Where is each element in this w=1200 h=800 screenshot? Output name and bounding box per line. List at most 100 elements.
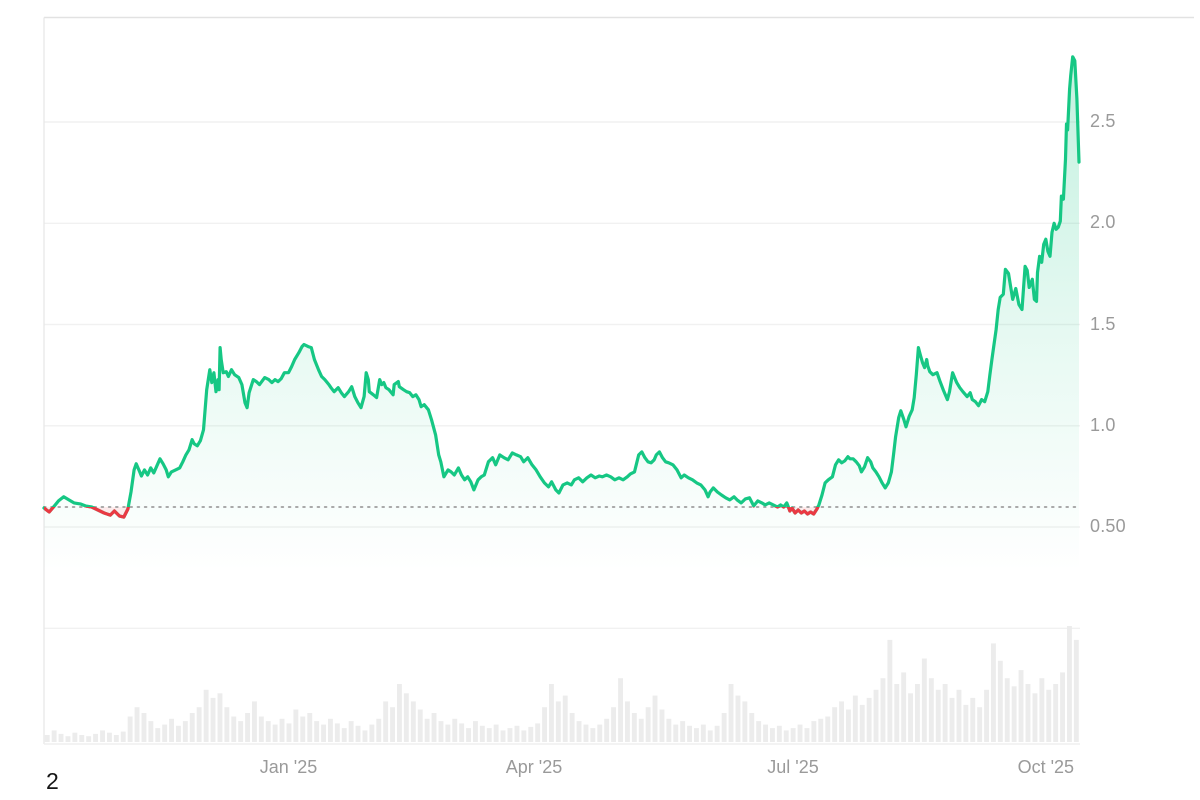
volume-bar: [134, 707, 140, 742]
volume-bar: [611, 707, 616, 742]
volume-bar: [880, 678, 886, 742]
volume-bar: [459, 723, 465, 742]
volume-bar: [1067, 626, 1072, 742]
volume-bar: [721, 713, 727, 742]
volume-bar: [445, 724, 451, 742]
volume-bar: [921, 658, 927, 742]
volume-bar: [293, 709, 299, 742]
page-footnote-number: 2: [46, 768, 59, 794]
volume-bar: [562, 695, 568, 742]
volume-bar: [928, 678, 934, 742]
volume-bar: [169, 718, 174, 742]
volume-bar: [984, 689, 989, 742]
volume-bar: [383, 701, 389, 742]
volume-bar: [687, 725, 692, 742]
volume-bar: [887, 639, 893, 742]
volume-bar: [79, 735, 85, 742]
volume-bar: [431, 713, 437, 742]
volume-bar: [770, 728, 775, 742]
volume-bar: [493, 724, 499, 742]
volume-bar: [894, 684, 900, 742]
volume-bar: [625, 701, 630, 742]
volume-bar: [252, 701, 257, 742]
volume-bar: [58, 733, 64, 742]
volume-bar: [707, 730, 713, 742]
volume-bar: [542, 707, 547, 742]
volume-bar: [652, 695, 658, 742]
volume-bar: [956, 689, 962, 742]
volume-bar: [466, 728, 471, 742]
volume-bar: [1046, 689, 1052, 742]
volume-bar: [376, 718, 382, 742]
volume-bar: [756, 721, 762, 742]
x-axis-label: Jan '25: [259, 757, 318, 777]
volume-bar: [189, 713, 195, 742]
volume-bar: [238, 721, 244, 742]
volume-bar: [424, 718, 430, 742]
volume-bar: [334, 723, 340, 742]
volume-bar: [694, 728, 699, 742]
volume-bar: [631, 713, 637, 742]
volume-bar: [224, 707, 230, 742]
volume-bar: [977, 707, 983, 742]
x-axis-label: Jul '25: [767, 757, 819, 777]
volume-bar: [839, 701, 844, 742]
y-axis-label: 1.0: [1090, 414, 1116, 435]
volume-bar: [390, 707, 395, 742]
volume-bar: [790, 728, 796, 742]
volume-bar: [645, 707, 651, 742]
volume-bar: [597, 724, 603, 742]
volume-bar: [1004, 678, 1010, 742]
volume-bar: [93, 733, 98, 742]
volume-bar: [1011, 686, 1017, 742]
volume-bar: [286, 723, 292, 742]
volume-bar: [908, 693, 913, 742]
volume-bar: [901, 672, 907, 742]
volume-bar: [949, 697, 955, 742]
volume-bar: [369, 724, 375, 742]
y-axis-label: 2.0: [1090, 212, 1116, 233]
volume-bar: [410, 701, 416, 742]
x-axis-label: Apr '25: [505, 757, 563, 777]
volume-bar: [818, 718, 824, 742]
y-axis-label: 0.50: [1090, 516, 1126, 537]
volume-bar: [583, 724, 589, 742]
volume-bar: [307, 713, 313, 742]
volume-bar: [1025, 684, 1031, 742]
volume-bar: [659, 709, 665, 742]
volume-bar: [846, 709, 851, 742]
volume-bar: [397, 684, 402, 742]
volume-bar: [873, 689, 879, 742]
volume-bar: [700, 724, 706, 742]
price-area-fill: [44, 56, 1079, 629]
volume-bar: [811, 721, 817, 742]
volume-bar: [852, 695, 858, 742]
volume-bar: [341, 728, 347, 742]
volume-bar: [728, 684, 734, 742]
volume-bar: [100, 730, 105, 742]
volume-bar: [866, 697, 872, 742]
volume-bar: [1039, 678, 1045, 742]
volume-bar: [176, 725, 181, 742]
volume-bar: [507, 728, 513, 742]
volume-bar: [604, 718, 610, 742]
volume-bar: [314, 721, 320, 742]
volume-bar: [1032, 693, 1038, 742]
volume-bar: [155, 728, 161, 742]
volume-bar: [569, 713, 575, 742]
volume-bar: [500, 730, 506, 742]
volume-bar: [231, 716, 237, 742]
price-line-up: [42, 55, 1081, 519]
volume-bar: [86, 736, 92, 742]
volume-bar: [479, 725, 485, 742]
volume-bar: [107, 732, 112, 742]
volume-bar: [735, 695, 741, 742]
volume-bar: [997, 660, 1003, 742]
volume-bar: [776, 725, 782, 742]
volume-bar: [749, 713, 755, 742]
volume-bar: [148, 721, 154, 742]
volume-bar: [258, 716, 264, 742]
volume-bar: [162, 724, 168, 742]
y-axis-label: 2.5: [1090, 111, 1116, 132]
